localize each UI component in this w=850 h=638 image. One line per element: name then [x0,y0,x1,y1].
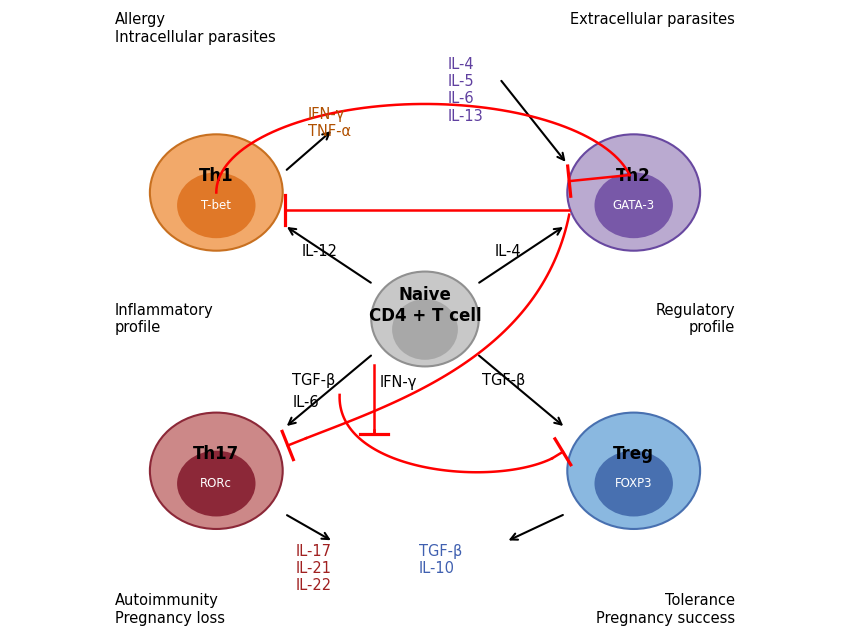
Ellipse shape [177,172,256,238]
Text: IL-6: IL-6 [292,395,319,410]
Text: TGF-β
IL-10: TGF-β IL-10 [419,544,462,576]
Ellipse shape [594,172,673,238]
Text: Naive
CD4 + T cell: Naive CD4 + T cell [369,286,481,325]
Text: FOXP3: FOXP3 [615,477,653,490]
Ellipse shape [177,450,256,517]
Ellipse shape [567,135,700,251]
Text: IL-17
IL-21
IL-22: IL-17 IL-21 IL-22 [295,544,332,593]
Text: IL-4
IL-5
IL-6
IL-13: IL-4 IL-5 IL-6 IL-13 [447,57,483,124]
Ellipse shape [150,135,283,251]
Text: IFN-γ: IFN-γ [379,375,416,390]
Text: Tolerance
Pregnancy success: Tolerance Pregnancy success [596,593,735,626]
Text: Th17: Th17 [193,445,240,463]
Text: Inflammatory
profile: Inflammatory profile [115,303,214,335]
Text: Th1: Th1 [199,167,234,185]
Text: RORc: RORc [201,477,232,490]
Text: IFN-γ
TNF-α: IFN-γ TNF-α [308,107,351,139]
Ellipse shape [594,450,673,517]
Text: Regulatory
profile: Regulatory profile [655,303,735,335]
Text: TGF-β: TGF-β [292,373,336,389]
Ellipse shape [392,299,458,360]
Text: T-bet: T-bet [201,199,231,212]
Ellipse shape [371,272,479,366]
Text: Treg: Treg [613,445,654,463]
Text: IL-4: IL-4 [495,244,521,259]
Text: IL-12: IL-12 [302,244,337,259]
Text: TGF-β: TGF-β [482,373,525,389]
Text: Th2: Th2 [616,167,651,185]
Text: Allergy
Intracellular parasites: Allergy Intracellular parasites [115,12,276,45]
Ellipse shape [150,413,283,529]
Text: Extracellular parasites: Extracellular parasites [570,12,735,27]
Text: GATA-3: GATA-3 [613,199,654,212]
Ellipse shape [567,413,700,529]
Text: Autoimmunity
Pregnancy loss: Autoimmunity Pregnancy loss [115,593,225,626]
